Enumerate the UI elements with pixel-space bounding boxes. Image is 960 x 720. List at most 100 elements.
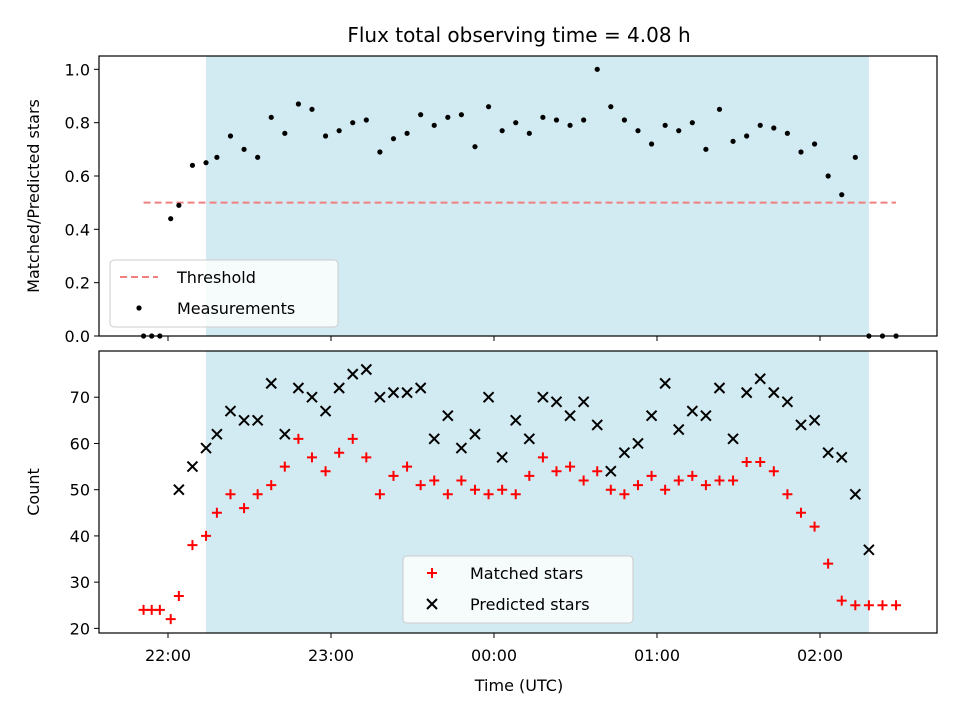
legend-matched-swatch <box>427 568 437 578</box>
data-point-matched <box>795 507 806 518</box>
data-point-predicted <box>387 386 400 399</box>
data-point-matched <box>201 530 212 541</box>
data-point-predicted <box>618 446 631 459</box>
data-point-measurement <box>716 106 723 112</box>
data-point-predicted <box>428 433 440 445</box>
data-point-measurement <box>214 154 220 160</box>
data-point-matched <box>646 470 657 481</box>
y-tick-label: 20 <box>70 619 90 638</box>
x-tick-label: 01:00 <box>634 646 680 665</box>
data-point-matched <box>605 484 616 495</box>
data-point-predicted <box>319 405 332 417</box>
data-point-measurement <box>689 120 695 126</box>
y-tick-label: 0.6 <box>65 167 90 186</box>
data-point-matched <box>266 480 277 491</box>
y-tick-label: 1.0 <box>65 60 90 79</box>
data-point-matched <box>700 480 711 491</box>
x-tick-label: 23:00 <box>308 646 354 665</box>
data-point-predicted <box>442 410 454 422</box>
data-point-matched <box>578 475 589 486</box>
y-tick-label: 60 <box>70 434 90 453</box>
data-point-matched <box>728 475 739 486</box>
data-point-predicted <box>632 437 644 450</box>
data-point-measurement <box>825 173 831 179</box>
data-point-matched <box>442 489 453 500</box>
data-point-matched <box>537 452 548 463</box>
data-point-matched <box>293 433 304 444</box>
data-point-measurement <box>553 117 560 123</box>
y-tick-label: 30 <box>70 573 90 592</box>
data-point-matched <box>154 604 165 615</box>
data-point-measurement <box>621 117 628 123</box>
data-point-predicted <box>200 442 212 454</box>
data-point-predicted <box>564 410 576 422</box>
data-point-matched <box>809 521 820 532</box>
data-point-measurement <box>703 146 709 152</box>
y-tick-label: 50 <box>70 481 90 500</box>
data-point-predicted <box>550 396 563 408</box>
y-tick-label: 40 <box>70 527 90 546</box>
data-point-measurement <box>852 154 858 160</box>
data-point-matched <box>239 503 250 514</box>
data-point-matched <box>347 433 358 444</box>
data-point-matched <box>306 452 317 463</box>
data-point-predicted <box>781 396 794 408</box>
y-tick-label: 0.4 <box>65 220 90 239</box>
x-tick-label: 00:00 <box>471 646 517 665</box>
data-point-predicted <box>686 405 699 417</box>
data-point-measurement <box>377 149 383 155</box>
data-point-measurement <box>839 192 845 198</box>
data-point-matched <box>836 595 847 606</box>
data-point-matched <box>320 466 331 477</box>
data-point-matched <box>187 540 198 551</box>
data-point-matched <box>388 470 399 481</box>
data-point-matched <box>741 456 752 467</box>
data-point-predicted <box>754 373 766 385</box>
data-point-predicted <box>822 446 834 459</box>
data-point-matched <box>877 600 888 611</box>
data-point-predicted <box>279 428 291 440</box>
data-point-measurement <box>418 112 424 118</box>
data-point-predicted <box>523 433 536 445</box>
data-point-predicted <box>251 414 264 427</box>
data-point-measurement <box>255 154 261 160</box>
data-point-predicted <box>849 488 862 501</box>
y-tick-label: 70 <box>70 388 90 407</box>
data-point-matched <box>374 489 385 500</box>
data-point-matched <box>660 484 671 495</box>
data-point-predicted <box>713 382 726 394</box>
axes-frame <box>98 55 938 337</box>
data-point-predicted <box>863 544 875 556</box>
data-point-predicted <box>414 382 427 394</box>
data-point-measurement <box>350 120 356 126</box>
data-point-measurement <box>203 160 209 166</box>
data-point-predicted <box>673 423 685 436</box>
data-point-matched <box>782 489 793 500</box>
data-point-matched <box>592 466 603 477</box>
data-point-predicted <box>645 410 658 422</box>
data-point-measurement <box>472 144 478 150</box>
x-tick-label: 02:00 <box>797 646 843 665</box>
data-point-matched <box>334 447 345 458</box>
data-point-measurement <box>648 141 655 147</box>
data-point-measurement <box>431 122 437 128</box>
data-point-measurement <box>798 149 804 155</box>
data-point-predicted <box>808 414 821 427</box>
y-axis-label: Count <box>24 468 43 516</box>
data-point-matched <box>632 480 643 491</box>
data-point-predicted <box>469 428 481 440</box>
data-point-predicted <box>496 451 508 464</box>
data-point-measurement <box>811 141 818 147</box>
data-point-measurement <box>499 128 505 134</box>
data-point-predicted <box>455 442 468 454</box>
chart-title: Flux total observing time = 4.08 h <box>347 23 690 47</box>
data-point-measurement <box>227 133 234 139</box>
data-point-predicted <box>238 414 250 427</box>
data-point-measurement <box>608 104 614 110</box>
data-point-measurement <box>635 128 641 134</box>
data-point-measurement <box>322 133 329 139</box>
data-point-matched <box>361 452 372 463</box>
data-point-predicted <box>306 391 318 403</box>
data-point-matched <box>524 470 535 481</box>
data-point-matched <box>402 461 413 472</box>
